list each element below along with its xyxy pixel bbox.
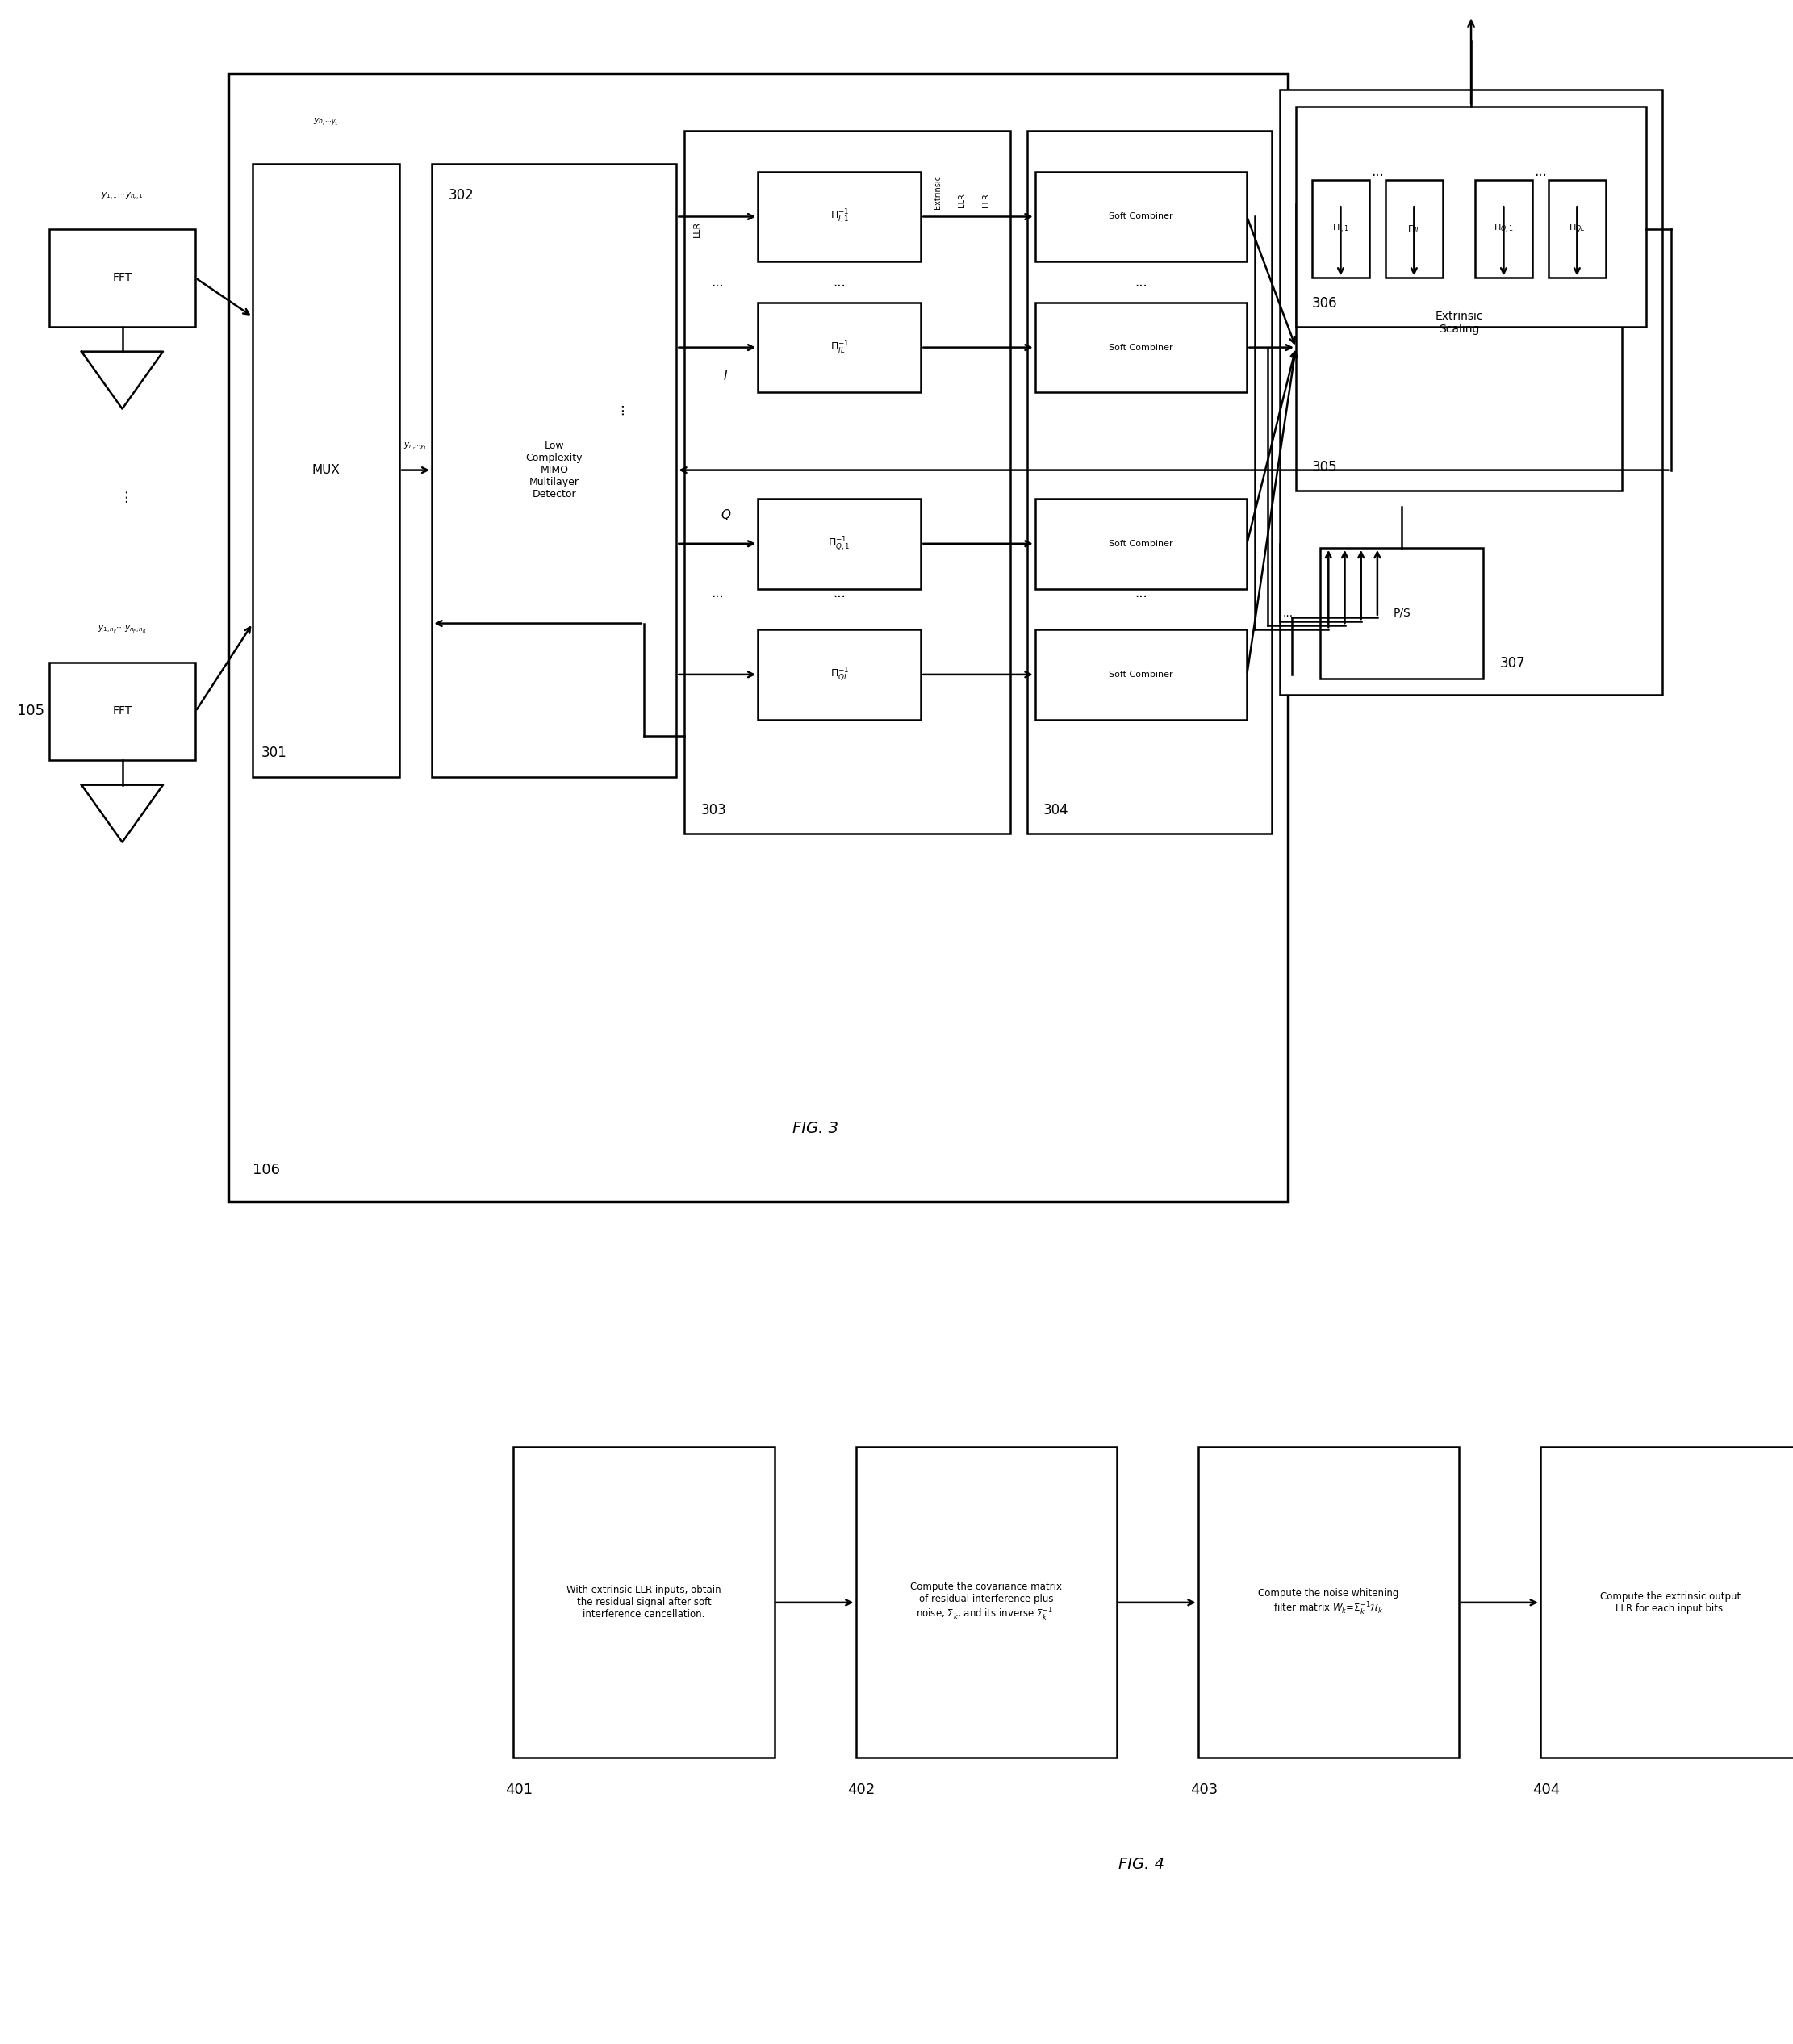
Text: ...: ... [1135, 274, 1148, 290]
Text: ...: ... [710, 274, 724, 290]
Bar [1035, 630, 1246, 719]
Text: FFT: FFT [113, 705, 133, 717]
Bar [513, 1447, 775, 1758]
Bar [1540, 1447, 1793, 1758]
Bar [48, 662, 195, 760]
Text: With extrinsic LLR inputs, obtain
the residual signal after soft
interference ca: With extrinsic LLR inputs, obtain the re… [567, 1586, 721, 1619]
Text: Compute the noise whitening
filter matrix $W_k$=$\Sigma_k^{-1}$$\mathcal{H}_k$: Compute the noise whitening filter matri… [1259, 1588, 1399, 1617]
Text: 305: 305 [1312, 460, 1338, 474]
Text: 105: 105 [18, 703, 45, 719]
Text: Soft Combiner: Soft Combiner [1108, 343, 1173, 352]
Text: $\Pi_{QL}^{-1}$: $\Pi_{QL}^{-1}$ [830, 666, 848, 683]
Text: Compute the covariance matrix
of residual interference plus
noise, $\Sigma_k$, a: Compute the covariance matrix of residua… [911, 1582, 1061, 1623]
Bar [1280, 90, 1662, 695]
Bar [685, 131, 1011, 834]
Text: $\Pi_{IL}$: $\Pi_{IL}$ [1408, 223, 1420, 235]
Text: FFT: FFT [113, 272, 133, 284]
Bar [1312, 180, 1370, 278]
Text: FIG. 4: FIG. 4 [1119, 1856, 1164, 1872]
Bar [1549, 180, 1605, 278]
Text: $y_{1,n_F}\cdots y_{n_{F},n_R}$: $y_{1,n_F}\cdots y_{n_{F},n_R}$ [99, 623, 147, 636]
Bar [1320, 548, 1483, 679]
Bar [48, 229, 195, 327]
Bar [1386, 180, 1443, 278]
Text: 402: 402 [848, 1782, 875, 1797]
Text: $\Pi_{I,1}$: $\Pi_{I,1}$ [1332, 223, 1348, 235]
Text: $\Pi_{Q,1}^{-1}$: $\Pi_{Q,1}^{-1}$ [828, 536, 850, 552]
Text: I: I [724, 370, 728, 382]
Text: LLR: LLR [692, 221, 701, 237]
Text: ...: ... [1372, 164, 1384, 180]
Text: Extrinsic: Extrinsic [932, 176, 941, 208]
Text: $\Pi_{QL}$: $\Pi_{QL}$ [1569, 223, 1585, 235]
Bar [758, 303, 922, 392]
Text: ...: ... [1535, 164, 1547, 180]
Bar [855, 1447, 1117, 1758]
Text: $y_{n_r \cdots y_1}$: $y_{n_r \cdots y_1}$ [314, 117, 339, 129]
Text: ...: ... [834, 585, 846, 601]
Text: ...: ... [1282, 607, 1293, 619]
Text: Soft Combiner: Soft Combiner [1108, 540, 1173, 548]
Bar [1035, 303, 1246, 392]
Bar [228, 74, 1287, 1202]
Text: 307: 307 [1499, 656, 1526, 670]
Bar [432, 164, 676, 777]
Text: FIG. 3: FIG. 3 [793, 1120, 837, 1136]
Text: 306: 306 [1312, 296, 1338, 311]
Text: 401: 401 [506, 1782, 533, 1797]
Text: $\Pi_{IL}^{-1}$: $\Pi_{IL}^{-1}$ [830, 339, 848, 356]
Text: ...: ... [115, 486, 129, 503]
Bar [1296, 106, 1646, 327]
Bar [1198, 1447, 1460, 1758]
Bar [253, 164, 400, 777]
Bar [758, 499, 922, 589]
Text: ...: ... [834, 274, 846, 290]
Text: 403: 403 [1191, 1782, 1217, 1797]
Bar [1035, 172, 1246, 262]
Text: LLR: LLR [983, 192, 990, 208]
Text: MUX: MUX [312, 464, 341, 476]
Text: $y_{1,1}\cdots y_{n_r,1}$: $y_{1,1}\cdots y_{n_r,1}$ [100, 190, 143, 202]
Text: $\Pi_{Q,1}$: $\Pi_{Q,1}$ [1494, 223, 1513, 235]
Bar [1296, 204, 1623, 491]
Text: 304: 304 [1044, 803, 1069, 818]
Text: 302: 302 [448, 188, 473, 202]
Text: $y_{n_r \cdots y_1}$: $y_{n_r \cdots y_1}$ [403, 439, 427, 452]
Text: ...: ... [1135, 585, 1148, 601]
Text: P/S: P/S [1393, 607, 1411, 619]
Text: 303: 303 [701, 803, 726, 818]
Text: Soft Combiner: Soft Combiner [1108, 670, 1173, 679]
Text: 106: 106 [253, 1163, 280, 1177]
Text: 404: 404 [1533, 1782, 1560, 1797]
Text: 301: 301 [260, 746, 287, 760]
Text: LLR: LLR [957, 192, 966, 208]
Text: Compute the extrinsic output
LLR for each input bits.: Compute the extrinsic output LLR for eac… [1601, 1590, 1741, 1615]
Text: ...: ... [611, 403, 628, 415]
Text: Low
Complexity
MIMO
Multilayer
Detector: Low Complexity MIMO Multilayer Detector [525, 442, 583, 499]
Text: ...: ... [710, 585, 724, 601]
Text: $\Pi_{I,1}^{-1}$: $\Pi_{I,1}^{-1}$ [830, 208, 848, 225]
Bar [1476, 180, 1533, 278]
Bar [1035, 499, 1246, 589]
Text: Q: Q [721, 509, 730, 521]
Text: Extrinsic
Scaling: Extrinsic Scaling [1434, 311, 1483, 335]
Text: Soft Combiner: Soft Combiner [1108, 213, 1173, 221]
Bar [758, 172, 922, 262]
Bar [1027, 131, 1271, 834]
Bar [758, 630, 922, 719]
